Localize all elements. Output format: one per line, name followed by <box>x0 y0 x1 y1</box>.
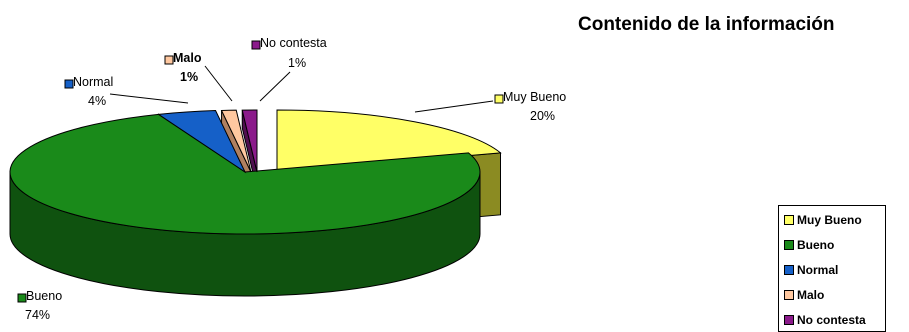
legend-label-malo: Malo <box>797 288 825 302</box>
pie-slice-normal <box>157 109 247 174</box>
leader-line-malo <box>204 65 233 102</box>
legend-item-muy-bueno: Muy Bueno <box>784 213 862 227</box>
label-swatch-bueno <box>17 293 27 303</box>
legend-label-bueno: Bueno <box>797 238 835 252</box>
slice-name-label-malo: Malo <box>173 51 202 65</box>
leader-line-no-contesta <box>259 71 291 102</box>
legend-item-bueno: Bueno <box>784 238 834 252</box>
legend-item-malo: Malo <box>784 288 824 302</box>
slice-name-label-bueno: Bueno <box>26 289 62 303</box>
legend-label-no-contesta: No contesta <box>797 313 866 327</box>
slice-name-label-no-contesta: No contesta <box>260 36 327 50</box>
slice-value-label-normal: 4% <box>88 94 106 108</box>
chart-title: Contenido de la información <box>578 14 835 35</box>
legend-label-muy-bueno: Muy Bueno <box>797 213 862 227</box>
slice-name-label-normal: Normal <box>73 75 113 89</box>
leader-line-normal <box>109 93 189 104</box>
slice-name-label-muy-bueno: Muy Bueno <box>503 90 566 104</box>
legend-item-normal: Normal <box>784 263 838 277</box>
label-swatch-normal <box>64 79 74 89</box>
legend-item-no-contesta: No contesta <box>784 313 866 327</box>
slice-value-label-muy-bueno: 20% <box>530 109 555 123</box>
legend-swatch-muy-bueno <box>784 215 794 225</box>
label-swatch-malo <box>164 55 174 65</box>
slice-value-label-bueno: 74% <box>25 308 50 322</box>
legend-swatch-no-contesta <box>784 315 794 325</box>
legend-label-normal: Normal <box>797 263 839 277</box>
chart-legend: Muy Bueno Bueno Normal Malo No contesta <box>778 205 886 332</box>
label-swatch-no-contesta <box>251 40 261 50</box>
slice-value-label-malo: 1% <box>180 70 198 84</box>
pie-slice-malo <box>220 109 252 173</box>
leader-line-muy-bueno <box>414 100 494 113</box>
label-swatch-muy-bueno <box>494 94 504 104</box>
pie-slice-bueno <box>9 113 481 235</box>
pie-slice-no-contesta <box>241 109 258 173</box>
legend-swatch-normal <box>784 265 794 275</box>
slice-value-label-no-contesta: 1% <box>288 56 306 70</box>
legend-swatch-bueno <box>784 240 794 250</box>
legend-swatch-malo <box>784 290 794 300</box>
